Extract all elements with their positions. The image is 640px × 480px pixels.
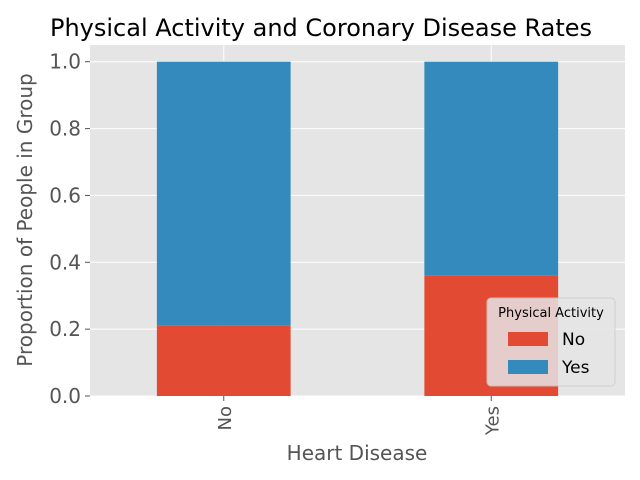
y-tick-label: 0.8 [49,117,81,141]
legend: Physical Activity No Yes [486,297,616,387]
y-tick-label: 0.4 [49,250,81,274]
legend-label-yes: Yes [561,358,590,378]
y-tick-label: 0.0 [49,384,81,408]
x-tick-label: No [215,406,236,430]
x-tick-label: Yes [482,406,503,436]
legend-label-no: No [562,330,585,350]
y-axis-label: Proportion of People in Group [13,73,37,366]
x-ticks: No Yes [215,396,503,436]
legend-swatch-yes [508,360,548,374]
bar-no-no [156,325,291,396]
y-tick-label: 0.2 [49,317,81,341]
bar-no-yes [156,61,291,326]
y-tick-label: 0.6 [49,183,81,207]
legend-swatch-no [508,332,548,346]
y-tick-label: 1.0 [49,50,81,74]
x-axis-label: Heart Disease [287,441,428,465]
chart-title: Physical Activity and Coronary Disease R… [50,14,592,42]
legend-title: Physical Activity [498,306,604,321]
y-ticks: 0.0 0.2 0.4 0.6 0.8 1.0 [49,50,90,408]
bars [156,61,559,396]
bar-yes-yes [424,61,559,276]
